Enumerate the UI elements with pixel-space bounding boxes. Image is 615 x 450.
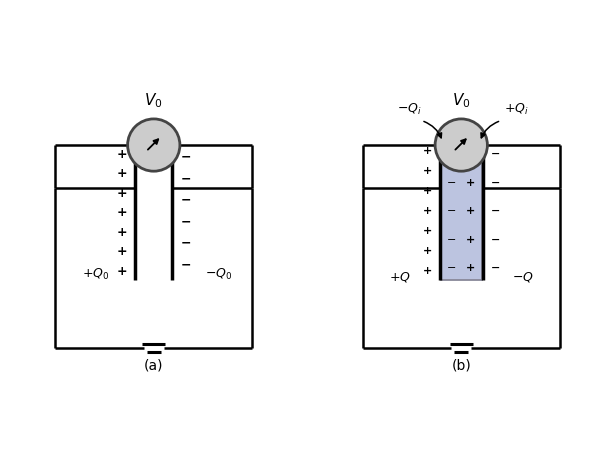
Text: +: + <box>423 266 432 276</box>
Text: −: − <box>447 149 457 159</box>
Text: +: + <box>466 149 475 159</box>
Text: −: − <box>181 237 191 250</box>
Text: −: − <box>181 258 191 271</box>
Text: $V_0$: $V_0$ <box>452 91 470 110</box>
Text: +: + <box>116 206 127 219</box>
Text: +: + <box>423 246 432 256</box>
Text: −: − <box>447 206 457 216</box>
Text: $+Q_0$: $+Q_0$ <box>82 267 109 282</box>
Text: +: + <box>466 234 475 245</box>
Text: +: + <box>116 187 127 200</box>
Text: +: + <box>116 148 127 161</box>
Text: −: − <box>490 234 500 245</box>
Text: $+Q_i$: $+Q_i$ <box>504 102 529 117</box>
Text: +: + <box>116 245 127 258</box>
Text: −: − <box>490 178 500 188</box>
Text: $-Q_0$: $-Q_0$ <box>205 267 232 282</box>
Text: −: − <box>181 151 191 164</box>
Text: $+Q$: $+Q$ <box>389 270 411 284</box>
Text: +: + <box>423 166 432 176</box>
Text: −: − <box>447 178 457 188</box>
Text: +: + <box>466 206 475 216</box>
Text: +: + <box>116 225 127 238</box>
Text: −: − <box>490 206 500 216</box>
Text: $V_0$: $V_0$ <box>145 91 163 110</box>
Text: +: + <box>116 265 127 278</box>
Text: +: + <box>423 206 432 216</box>
Bar <box>440 145 482 280</box>
Text: (b): (b) <box>451 359 471 373</box>
Text: $-Q_i$: $-Q_i$ <box>397 102 421 117</box>
Text: $-Q$: $-Q$ <box>512 270 534 284</box>
Text: +: + <box>423 226 432 236</box>
Text: −: − <box>490 149 500 159</box>
Text: +: + <box>466 178 475 188</box>
Text: (a): (a) <box>144 359 164 373</box>
Text: −: − <box>181 172 191 185</box>
Text: +: + <box>423 186 432 196</box>
Text: +: + <box>423 146 432 156</box>
Text: −: − <box>447 234 457 245</box>
Circle shape <box>128 119 180 171</box>
Text: −: − <box>490 263 500 273</box>
Text: +: + <box>466 263 475 273</box>
Text: −: − <box>447 263 457 273</box>
Text: −: − <box>181 194 191 207</box>
Circle shape <box>435 119 487 171</box>
Text: +: + <box>116 167 127 180</box>
Text: −: − <box>181 216 191 229</box>
